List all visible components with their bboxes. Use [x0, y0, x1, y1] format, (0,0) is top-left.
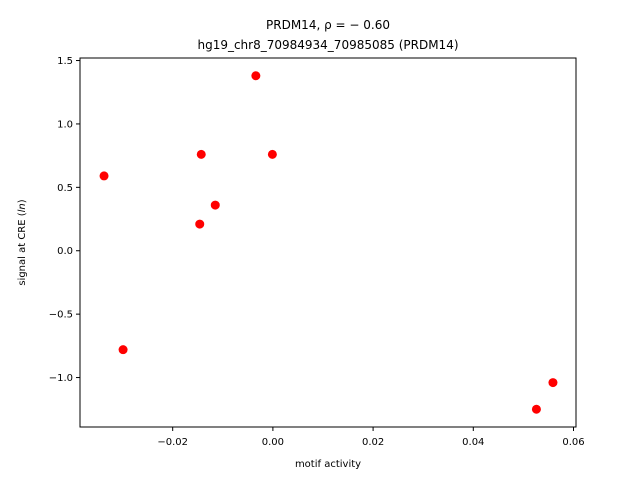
data-point: [210, 200, 220, 210]
x-tick-label: 0.00: [262, 437, 284, 448]
y-tick-label: 1.0: [57, 119, 73, 130]
x-tick-label: 0.02: [362, 437, 384, 448]
y-axis-label: signal at CRE (ln): [17, 199, 28, 285]
data-point: [196, 149, 206, 159]
plot-area: −0.02 0.00 0.02 0.04 0.06 −1.0 −0.5 0.0 0.5 1.0 1.…: [49, 56, 585, 448]
data-point: [195, 219, 205, 229]
data-point: [118, 345, 128, 355]
x-axis-label: motif activity: [295, 459, 361, 470]
data-point: [548, 378, 558, 388]
chart-title-line2: hg19_chr8_70984934_70985085 (PRDM14): [197, 38, 458, 52]
y-tick-label: 0.5: [57, 183, 73, 194]
y-tick-label: 1.5: [57, 56, 73, 67]
data-point: [99, 171, 109, 181]
x-tick-label: −0.02: [157, 437, 188, 448]
x-tick-label: 0.04: [462, 437, 484, 448]
y-tick-label: −0.5: [49, 310, 73, 321]
chart-title-line1: PRDM14, ρ = − 0.60: [266, 18, 390, 32]
y-tick-label: −1.0: [49, 373, 73, 384]
data-point: [531, 404, 541, 414]
x-tick-label: 0.06: [562, 437, 584, 448]
axes-frame: [79, 57, 577, 428]
y-tick-label: 0.0: [57, 246, 73, 257]
data-point: [251, 71, 261, 81]
data-point: [267, 149, 277, 159]
